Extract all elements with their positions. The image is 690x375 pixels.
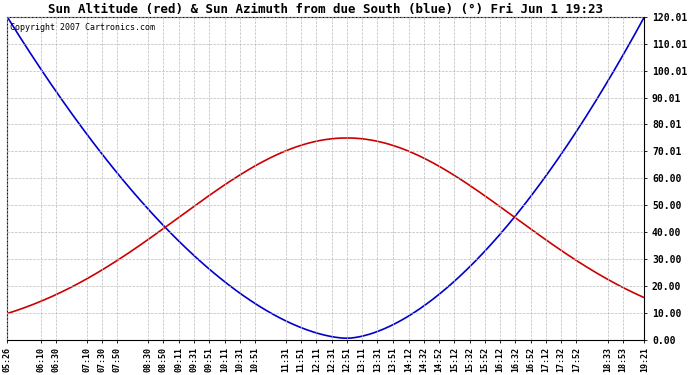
Text: Copyright 2007 Cartronics.com: Copyright 2007 Cartronics.com — [10, 23, 155, 32]
Title: Sun Altitude (red) & Sun Azimuth from due South (blue) (°) Fri Jun 1 19:23: Sun Altitude (red) & Sun Azimuth from du… — [48, 3, 603, 16]
